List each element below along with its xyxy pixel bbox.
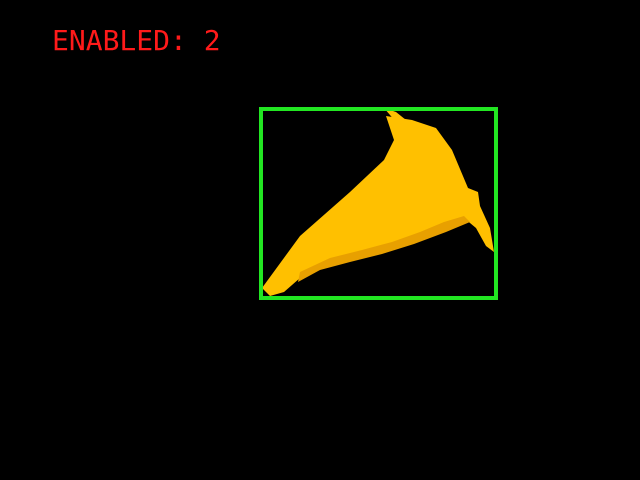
detected-object-body (262, 116, 494, 296)
detected-object-shadow (298, 216, 470, 282)
traffic-cone-icon (262, 108, 494, 296)
detection-bounding-box (259, 107, 498, 300)
detected-object-tip (384, 108, 406, 122)
enabled-count-label: ENABLED: 2 (52, 24, 221, 57)
